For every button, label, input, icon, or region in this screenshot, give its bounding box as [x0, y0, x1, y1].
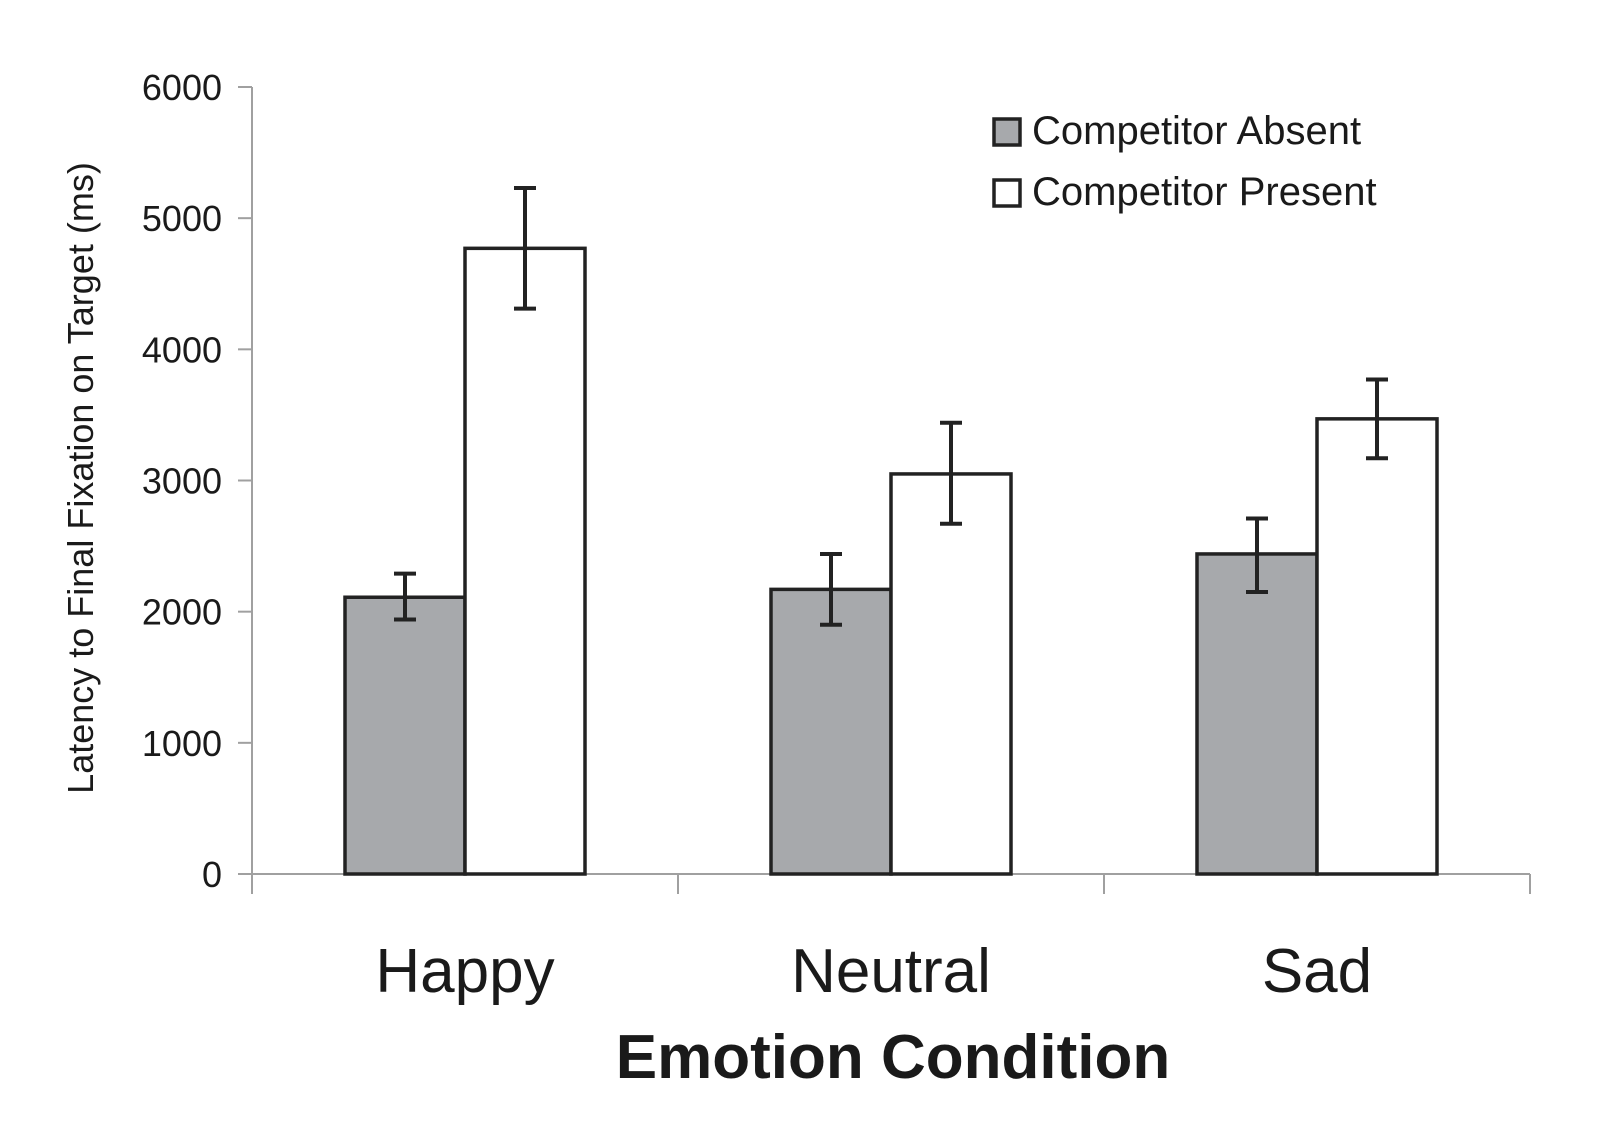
bar	[769, 587, 893, 876]
category-label: Neutral	[791, 937, 991, 1006]
y-tick-label: 2000	[142, 592, 222, 633]
legend-swatch	[992, 117, 1022, 147]
y-tick-label: 4000	[142, 329, 222, 370]
bar	[343, 595, 467, 876]
y-tick-label: 0	[202, 854, 222, 895]
bar	[889, 472, 1013, 876]
bar	[1195, 552, 1319, 876]
y-axis-title: Latency to Final Fixation on Target (ms)	[60, 162, 101, 794]
y-tick-label: 1000	[142, 723, 222, 764]
bars	[343, 246, 1439, 876]
error-bars	[394, 185, 1388, 627]
bar	[1315, 417, 1439, 876]
y-axis: 0 1000 2000 3000 4000 5000 6000	[142, 67, 253, 895]
y-tick-label: 6000	[142, 67, 222, 108]
x-axis-title: Emotion Condition	[616, 1023, 1170, 1092]
legend-label: Competitor Absent	[1032, 109, 1361, 153]
legend: Competitor Absent Competitor Present	[992, 109, 1377, 214]
y-tick-label: 5000	[142, 198, 222, 239]
x-axis	[251, 873, 1531, 894]
bar	[463, 246, 587, 876]
legend-swatch	[992, 178, 1022, 208]
y-tick-label: 3000	[142, 461, 222, 502]
category-label: Sad	[1262, 937, 1372, 1006]
legend-label: Competitor Present	[1032, 170, 1377, 214]
category-labels: Happy Neutral Sad	[375, 937, 1372, 1006]
category-label: Happy	[375, 937, 554, 1006]
